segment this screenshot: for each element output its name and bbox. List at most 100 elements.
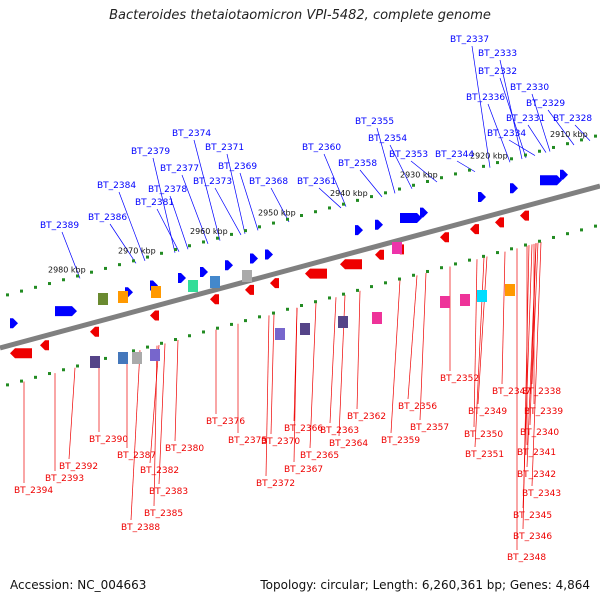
gene-label-bottom: BT_2348	[507, 553, 546, 563]
forward-gene-arrow	[355, 225, 363, 236]
gene-label-bottom: BT_2349	[468, 407, 507, 417]
gene-leader-line	[527, 124, 547, 153]
track-tick	[160, 251, 163, 255]
gene-leader-line	[153, 345, 158, 507]
track-tick	[132, 259, 135, 263]
track-tick	[370, 195, 373, 199]
gene-leader-line	[574, 124, 591, 141]
reverse-gene-arrow	[245, 284, 254, 295]
gene-label-bottom: BT_2338	[522, 387, 561, 397]
track-tick	[580, 228, 583, 232]
gene-label-top: BT_2337	[450, 35, 489, 45]
gene-label-bottom: BT_2392	[59, 462, 98, 472]
gene-label-top: BT_2378	[148, 185, 187, 195]
gene-leader-line	[499, 77, 527, 159]
track-tick	[552, 145, 555, 149]
gene-label-top: BT_2332	[478, 67, 517, 77]
track-tick	[34, 285, 37, 289]
gene-leader-line	[526, 243, 537, 468]
reverse-gene-arrow	[520, 210, 529, 221]
gene-leader-line	[169, 195, 189, 250]
gene-label-top: BT_2379	[131, 147, 170, 157]
gene-label-bottom: BT_2365	[300, 451, 339, 461]
track-tick	[468, 168, 471, 172]
track-tick	[356, 198, 359, 202]
track-tick	[286, 307, 289, 311]
forward-gene-arrow	[55, 306, 77, 317]
track-tick	[20, 379, 23, 383]
kbp-label: 2980 kbp	[48, 265, 86, 274]
kbp-label: 2910 kbp	[550, 130, 588, 139]
gene-leader-line	[522, 245, 530, 530]
forward-gene-arrow	[420, 207, 428, 218]
gene-label-top: BT_2360	[302, 143, 341, 153]
forward-gene-arrow	[10, 318, 18, 329]
kbp-label: 2930 kbp	[400, 170, 438, 179]
track-tick	[566, 142, 569, 146]
gene-label-bottom: BT_2342	[517, 470, 556, 480]
gene-leader-line	[407, 275, 418, 400]
feature-block	[505, 284, 515, 296]
track-tick	[244, 319, 247, 323]
track-tick	[174, 338, 177, 342]
gene-leader-line	[270, 187, 290, 223]
track-tick	[468, 258, 471, 262]
gene-leader-line	[329, 297, 337, 424]
gene-leader-line	[531, 242, 539, 385]
track-tick	[482, 254, 485, 258]
track-tick	[62, 278, 65, 282]
gene-label-bottom: BT_2380	[165, 444, 204, 454]
forward-gene-arrow	[400, 213, 422, 223]
feature-block	[118, 291, 128, 303]
track-tick	[496, 161, 499, 165]
feature-block	[300, 323, 310, 335]
track-tick	[104, 266, 107, 270]
track-tick	[48, 372, 51, 376]
track-tick	[244, 229, 247, 233]
gene-label-bottom: BT_2372	[256, 479, 295, 489]
gene-leader-line	[499, 59, 523, 160]
track-tick	[90, 270, 93, 274]
gene-label-bottom: BT_2363	[320, 426, 359, 436]
reverse-gene-arrow	[40, 340, 49, 351]
gene-leader-line	[356, 290, 361, 410]
gene-label-bottom: BT_2383	[149, 487, 188, 497]
track-tick	[566, 232, 569, 236]
gene-leader-line	[323, 153, 347, 207]
forward-gene-arrow	[200, 267, 208, 277]
gene-leader-line	[376, 127, 396, 194]
feature-block	[440, 296, 450, 308]
gene-label-top: BT_2358	[338, 159, 377, 169]
track-tick	[538, 239, 541, 243]
track-tick	[482, 164, 485, 168]
gene-label-bottom: BT_2364	[329, 439, 368, 449]
forward-gene-arrow	[375, 219, 383, 230]
gene-label-bottom: BT_2350	[464, 430, 503, 440]
track-tick	[76, 364, 79, 368]
track-tick	[398, 187, 401, 191]
track-tick	[34, 375, 37, 379]
gene-label-bottom: BT_2388	[121, 523, 160, 533]
track-tick	[594, 134, 597, 138]
gene-label-top: BT_2384	[97, 181, 136, 191]
gene-label-bottom: BT_2351	[465, 450, 504, 460]
forward-gene-arrow	[265, 249, 273, 260]
reverse-gene-arrow	[10, 348, 32, 359]
accession-label: Accession: NC_004663	[10, 578, 147, 592]
kbp-label: 2970 kbp	[118, 246, 156, 255]
track-tick	[230, 322, 233, 326]
feature-block	[150, 349, 160, 361]
track-tick	[412, 273, 415, 277]
gene-leader-line	[473, 259, 478, 428]
forward-gene-arrow	[478, 191, 486, 202]
track-tick	[76, 274, 79, 278]
track-tick	[146, 345, 149, 349]
gene-label-top: BT_2330	[510, 83, 549, 93]
gene-leader-line	[270, 314, 275, 435]
track-tick	[258, 315, 261, 319]
gene-label-bottom: BT_2362	[347, 412, 386, 422]
track-tick	[342, 202, 345, 206]
gene-leader-line	[487, 103, 511, 163]
gene-label-bottom: BT_2385	[144, 509, 183, 519]
gene-leader-line	[158, 343, 166, 485]
